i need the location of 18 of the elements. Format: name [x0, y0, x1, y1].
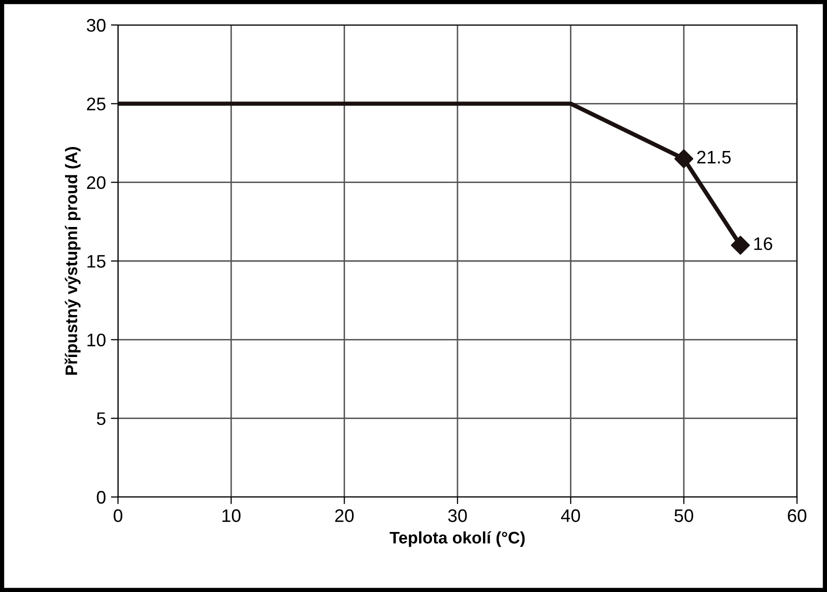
y-tick-label: 0	[96, 490, 106, 504]
x-tick-label: 10	[222, 509, 241, 522]
x-tick-label: 20	[335, 509, 354, 522]
y-tick-label: 25	[87, 98, 106, 110]
x-tick-label: 40	[561, 509, 580, 522]
y-tick-label: 30	[86, 18, 106, 32]
x-axis-title: Teplota okolí (°C)	[390, 531, 525, 547]
data-label: 21.5	[697, 150, 731, 164]
x-tick-label: 50	[674, 509, 694, 522]
y-tick-label: 15	[87, 255, 106, 268]
y-tick-label: 10	[87, 334, 106, 346]
y-tick-label: 20	[87, 176, 106, 190]
x-tick-label: 60	[788, 509, 806, 522]
x-tick-label: 30	[448, 509, 467, 522]
y-axis-title: Přípustný výstupní proud (A)	[64, 147, 81, 375]
y-tick-label: 5	[96, 412, 106, 426]
x-tick-label: 0	[114, 509, 122, 522]
data-label: 16	[754, 237, 772, 250]
